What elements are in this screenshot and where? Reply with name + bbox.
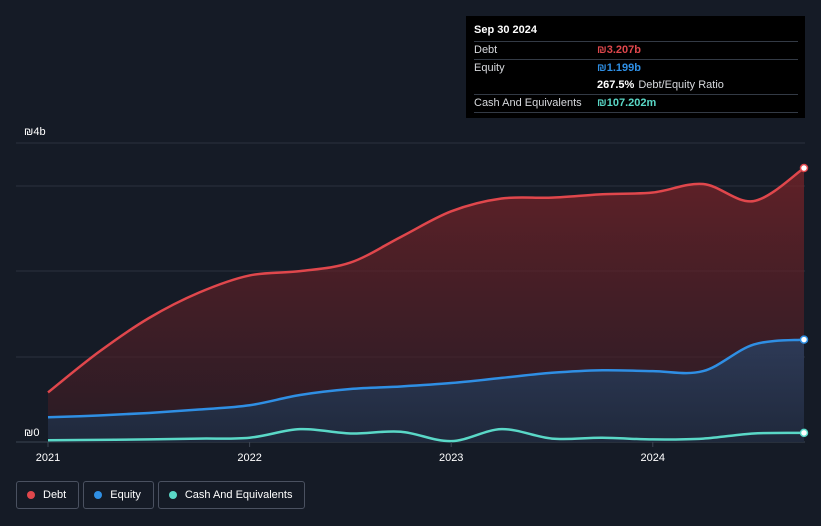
cash-dot-icon (168, 491, 177, 499)
end-markers (799, 163, 809, 438)
equity-end-point (799, 335, 809, 344)
tooltip-ratio-label: Debt/Equity Ratio (638, 79, 724, 91)
y-axis-bottom-label: ₪0 (24, 427, 39, 439)
chart-legend: Debt Equity Cash And Equivalents (16, 481, 306, 511)
x-tick-label-2022: 2022 (237, 452, 261, 464)
equity-dot-icon (94, 491, 103, 499)
x-tick-label-2024: 2024 (641, 452, 665, 464)
debt-line (47, 166, 805, 394)
legend-label-debt: Debt (43, 489, 67, 501)
tooltip-debt-row: Debt ₪3.207b (474, 41, 798, 59)
tooltip-debt-label: Debt (474, 44, 498, 56)
cash-line (47, 427, 805, 443)
equity-area (48, 339, 804, 442)
legend-item-cash[interactable]: Cash And Equivalents (157, 481, 306, 509)
tooltip-ratio-value: 267.5% (597, 79, 635, 91)
x-tick-label-2023: 2023 (439, 452, 463, 464)
tooltip-cash-value: ₪107.202m (597, 97, 657, 109)
tooltip-cash-label: Cash And Equivalents (474, 97, 582, 109)
x-tick-label-2021: 2021 (36, 452, 60, 464)
tooltip-equity-value: ₪1.199b (597, 62, 641, 74)
tooltip-date: Sep 30 2024 (474, 24, 537, 36)
series-lines (47, 166, 805, 443)
cash-end-point (799, 428, 809, 438)
tooltip-equity-row: Equity ₪1.199b (474, 59, 798, 77)
legend-item-debt[interactable]: Debt (16, 481, 80, 509)
y-axis-top-label: ₪4b (24, 126, 46, 138)
x-axis-ticks: 2021 2022 2023 2024 (36, 442, 665, 464)
tooltip-cash-row: Cash And Equivalents ₪107.202m (474, 94, 798, 113)
tooltip-ratio-row: 267.5% Debt/Equity Ratio (474, 77, 798, 94)
area-fills (48, 168, 804, 442)
equity-line (47, 338, 805, 419)
tooltip-debt-value: ₪3.207b (597, 44, 641, 56)
legend-item-equity[interactable]: Equity (83, 481, 154, 509)
tooltip-panel: Sep 30 2024 Debt ₪3.207b Equity ₪1.199b … (466, 16, 805, 118)
legend-label-cash: Cash And Equivalents (184, 489, 293, 501)
tooltip-equity-label: Equity (474, 62, 505, 74)
debt-end-point (799, 163, 809, 173)
debt-dot-icon (27, 491, 35, 499)
legend-label-equity: Equity (110, 489, 141, 501)
